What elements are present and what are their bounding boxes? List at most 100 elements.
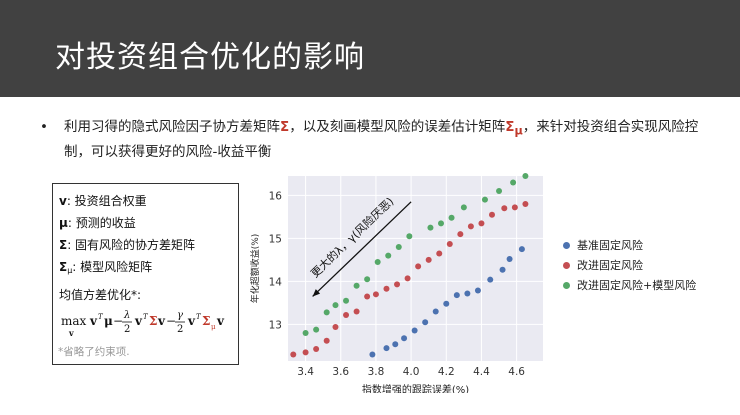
series-0-point [369, 351, 376, 358]
legend-swatch-baseline [563, 242, 570, 249]
series-0-point [411, 327, 418, 334]
formula-v3: v [157, 314, 166, 328]
chart-legend: 基准固定风险 改进固定风险 改进固定风险+模型风险 [563, 236, 696, 296]
svg-text:T: T [98, 313, 104, 321]
series-1-point [415, 263, 422, 270]
x-axis-label: 指数增强的跟踪误差(%) [362, 383, 469, 393]
returns-text: : 预测的收益 [67, 216, 136, 230]
series-2-point [353, 282, 360, 289]
svg-text:T: T [196, 313, 202, 321]
series-2-point [385, 252, 392, 259]
legend-label-baseline: 基准固定风险 [577, 239, 643, 252]
bullet-text: 利用习得的隐式风险因子协方差矩阵Σ，以及刻画模型风险的误差估计矩阵Σμ，来针对投… [64, 117, 700, 162]
formula-max-var: v [68, 328, 74, 338]
model-risk-text: : 模型风险矩阵 [72, 260, 153, 274]
series-0-point [487, 276, 494, 283]
x-tick-label: 4.0 [403, 366, 420, 378]
series-2-point [332, 302, 339, 309]
legend-label-improved-model: 改进固定风险+模型风险 [577, 279, 697, 292]
formula-max: max [61, 314, 87, 328]
annotation-arrowhead [312, 289, 321, 297]
formula-sigma-mu-sub: μ [211, 323, 216, 331]
v-symbol: v [59, 194, 67, 208]
svg-text:T: T [143, 313, 149, 321]
annotation-arrow [312, 201, 412, 297]
y-tick-label: 14 [269, 276, 283, 288]
series-2-point [481, 196, 488, 203]
series-1-point [394, 281, 401, 288]
series-0-point [499, 266, 506, 273]
series-2-point [374, 259, 381, 266]
bullet-marker: • [40, 119, 48, 135]
series-1-point [313, 345, 320, 352]
x-tick-label: 4.2 [438, 366, 455, 378]
x-tick-label: 3.6 [332, 366, 349, 378]
formula-v5: v [216, 314, 225, 328]
y-tick-label: 16 [269, 190, 283, 202]
formula-lambda: λ [123, 310, 130, 321]
series-1-point [457, 231, 464, 238]
sigma-mu-base: Σ [505, 119, 515, 135]
legend-swatch-improved-model [563, 282, 570, 289]
notation-returns: μ: 预测的收益 [59, 212, 238, 234]
series-0-point [464, 290, 471, 297]
sigma-mu-sub-box: μ [67, 266, 73, 275]
bullet-text-b: ，以及刻画模型风险的误差估计矩阵 [289, 119, 506, 135]
title-bar: 对投资组合优化的影响 [0, 0, 740, 97]
svg-text:−: − [113, 314, 123, 328]
formula-v1: v [89, 314, 98, 328]
notation-weights: v: 投资组合权重 [59, 190, 238, 212]
legend-item-improved: 改进固定风险 [563, 256, 696, 276]
series-0-point [401, 335, 408, 342]
series-0-point [383, 345, 390, 352]
formula-sigma-mu: Σ [202, 314, 210, 328]
formula-mu: μ [104, 314, 113, 328]
series-1-point [501, 205, 508, 212]
notation-cov: Σ: 固有风险的协方差矩阵 [59, 234, 238, 256]
series-1-point [343, 311, 350, 318]
x-tick-label: 3.8 [368, 366, 385, 378]
series-1-point [383, 285, 390, 292]
weights-text: : 投资组合权重 [66, 194, 147, 208]
svg-text:−: − [166, 314, 176, 328]
series-2-point [364, 276, 371, 283]
series-1-point [404, 275, 411, 282]
series-2-point [395, 243, 402, 250]
series-0-point [474, 287, 481, 294]
formula-title: 均值方差优化*: [59, 288, 142, 302]
formula-v2: v [134, 314, 143, 328]
sigma-mu-subscript: μ [514, 124, 523, 138]
series-0-point [506, 256, 513, 263]
series-2-point [302, 330, 309, 337]
series-1-point [372, 291, 379, 298]
sigma-symbol-box: Σ [59, 238, 68, 252]
x-tick-label: 4.4 [473, 366, 490, 378]
mu-symbol: μ [59, 216, 68, 230]
series-0-point [443, 300, 450, 307]
formula-two-a: 2 [124, 324, 130, 335]
series-1-point [467, 223, 474, 230]
series-1-point [446, 240, 453, 247]
series-1-point [290, 351, 297, 358]
x-tick-label: 3.4 [297, 366, 314, 378]
series-1-point [489, 211, 495, 218]
series-2-point [448, 214, 455, 221]
cov-text: : 固有风险的协方差矩阵 [67, 238, 196, 252]
bullet-text-a: 利用习得的隐式风险因子协方差矩阵 [64, 119, 280, 135]
y-tick-label: 13 [269, 319, 282, 331]
legend-label-improved: 改进固定风险 [577, 259, 643, 272]
series-2-point [343, 297, 350, 304]
constraint-note: *省略了约束项. [58, 346, 130, 358]
series-1-point [522, 200, 529, 207]
series-2-point [406, 233, 413, 240]
series-1-point [302, 349, 309, 356]
series-1-point [364, 293, 371, 300]
series-2-point [510, 179, 517, 186]
bullet-text-c: ，来针对投资组合实现风险控制，可以获得更好的风险-收益平衡 [64, 119, 699, 160]
formula-v4: v [187, 314, 196, 328]
optimization-formula: max v v T μ − λ 2 v T Σ v − γ 2 v T Σ μ … [61, 310, 225, 338]
series-2-point [323, 309, 330, 316]
legend-item-baseline: 基准固定风险 [563, 236, 696, 256]
slide-title: 对投资组合优化的影响 [55, 40, 365, 75]
series-2-point [427, 224, 434, 231]
